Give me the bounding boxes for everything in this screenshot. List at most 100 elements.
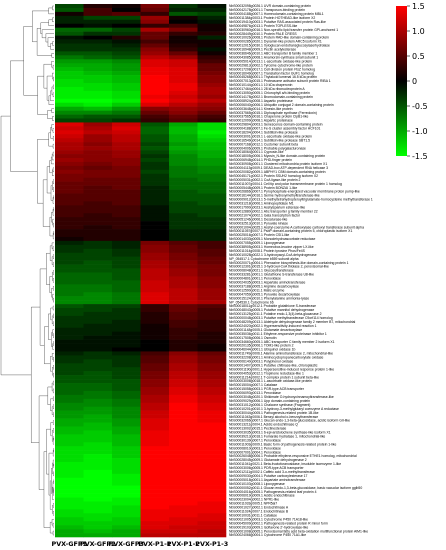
dendrogram-branch — [53, 297, 54, 303]
dendrogram-branch — [51, 61, 54, 68]
heatmap-cell — [55, 418, 84, 423]
heatmap-cell — [169, 351, 198, 356]
heatmap-cell — [112, 343, 141, 348]
heatmap-cell — [83, 406, 113, 411]
row-label: NbS00006948g0014.1 PHD-finger protein — [229, 158, 292, 162]
heatmap-cell — [140, 146, 170, 151]
heatmap-cell — [112, 489, 141, 494]
row-label: NbS00033281g0001.1 Glutathione S-transfe… — [229, 273, 314, 277]
dendrogram-branch — [52, 343, 54, 350]
dendrogram-branch — [51, 86, 54, 95]
heatmap-cell — [140, 165, 170, 171]
heatmap-cell — [140, 79, 170, 84]
color-key-bar — [396, 6, 407, 156]
heatmap-cell — [112, 418, 141, 423]
heatmap-cell — [55, 414, 84, 419]
dendrogram-branch — [50, 356, 53, 372]
heatmap-cell — [169, 469, 198, 475]
row-label: NbS00004053g0012.1 Tropinone reductase-l… — [229, 371, 304, 375]
heatmap-cell — [112, 197, 141, 202]
dendrogram-branch — [52, 17, 54, 22]
heatmap-cell — [169, 386, 198, 392]
heatmap-cell — [140, 513, 170, 518]
dendrogram-branch — [51, 108, 54, 113]
heatmap-cell — [140, 43, 170, 48]
heatmap-cell — [55, 529, 84, 534]
heatmap-cell — [83, 82, 113, 88]
dendrogram-branch — [53, 84, 54, 90]
heatmap-cell — [112, 102, 141, 107]
heatmap-cell — [169, 430, 198, 435]
heatmap-cell — [83, 359, 113, 364]
heatmap-cell — [112, 335, 141, 340]
heatmap-cell — [169, 422, 198, 427]
heatmap-cell — [83, 398, 113, 404]
heatmap-cell — [169, 217, 198, 222]
heatmap-cell — [55, 256, 84, 261]
heatmap-cell — [140, 248, 170, 254]
heatmap-cell — [140, 173, 170, 179]
heatmap-cell — [197, 19, 227, 25]
heatmap-cell — [112, 122, 141, 127]
heatmap-cell — [169, 280, 198, 285]
heatmap-cell — [55, 304, 84, 309]
heatmap-cell — [83, 327, 113, 332]
row-label: NbS00004113g0009.1 DEAD-box ATP-dependen… — [229, 166, 328, 170]
heatmap-cell — [112, 513, 141, 518]
heatmap-cell — [112, 517, 141, 522]
heatmap-cell — [83, 292, 113, 297]
heatmap-cell — [169, 335, 198, 340]
heatmap-cell — [140, 193, 170, 198]
heatmap-cell — [55, 197, 84, 202]
heatmap-cell — [140, 185, 170, 190]
heatmap-cell — [55, 114, 84, 119]
heatmap-cell — [112, 15, 141, 21]
row-label: NbS00048043g0005.1 Putative mannitol deh… — [229, 308, 314, 312]
dendrogram-branch — [53, 187, 54, 192]
heatmap-cell — [197, 438, 227, 443]
heatmap-cell — [112, 19, 141, 25]
dendrogram-branch — [52, 481, 54, 493]
heatmap-cell — [83, 161, 113, 167]
heatmap-cell — [140, 493, 170, 498]
dendrogram-branch — [40, 22, 49, 34]
heatmap-cell — [112, 161, 141, 167]
heatmap-cell — [140, 59, 170, 64]
heatmap-cell — [197, 288, 227, 293]
heatmap-cell — [169, 106, 198, 111]
row-label: NbS00018064g0001.1 Cyprosin-like — [229, 150, 284, 154]
heatmap-cell — [169, 75, 198, 80]
heatmap-cell — [83, 481, 113, 486]
color-key-tick-label: -0.5 — [412, 102, 428, 111]
heatmap-cell — [140, 15, 170, 21]
row-label: NbS00016144g0016.1 Serine hydroxymethylt… — [229, 194, 320, 198]
heatmap-cell — [169, 296, 198, 301]
row-label: NbS00000285g0020.1 Dynamin-like protein … — [229, 40, 322, 44]
heatmap-cell — [169, 94, 198, 100]
row-label: NbS00003048g0020.1 Shikimate O-hydroxyci… — [229, 395, 334, 399]
row-label: NbS00003648g0014.1 Kinesin-like protein — [229, 107, 293, 111]
heatmap-cell — [83, 47, 113, 52]
dendrogram-branch — [53, 254, 54, 259]
heatmap-cell — [197, 232, 227, 238]
dendrogram-branch — [53, 313, 54, 319]
heatmap-cell — [140, 4, 170, 9]
heatmap-cell — [169, 367, 198, 372]
heatmap-cell — [112, 63, 141, 68]
dendrogram-branch — [53, 76, 54, 82]
heatmap-cell — [140, 351, 170, 356]
heatmap-cell — [83, 118, 113, 123]
heatmap-cell — [140, 98, 170, 104]
heatmap-cell — [169, 304, 198, 309]
heatmap-cell — [140, 264, 170, 269]
heatmap-cell — [169, 418, 198, 423]
heatmap-cell — [112, 27, 141, 32]
heatmap-cell — [169, 165, 198, 171]
heatmap-cell — [83, 240, 113, 246]
heatmap-cell — [55, 19, 84, 25]
heatmap-cell — [83, 71, 113, 76]
heatmap-cell — [197, 264, 227, 269]
row-label: NbS00037565g0016.1 Chaperone protein Clp… — [229, 115, 308, 119]
heatmap-cell — [112, 339, 141, 344]
heatmap-cell — [169, 229, 198, 234]
